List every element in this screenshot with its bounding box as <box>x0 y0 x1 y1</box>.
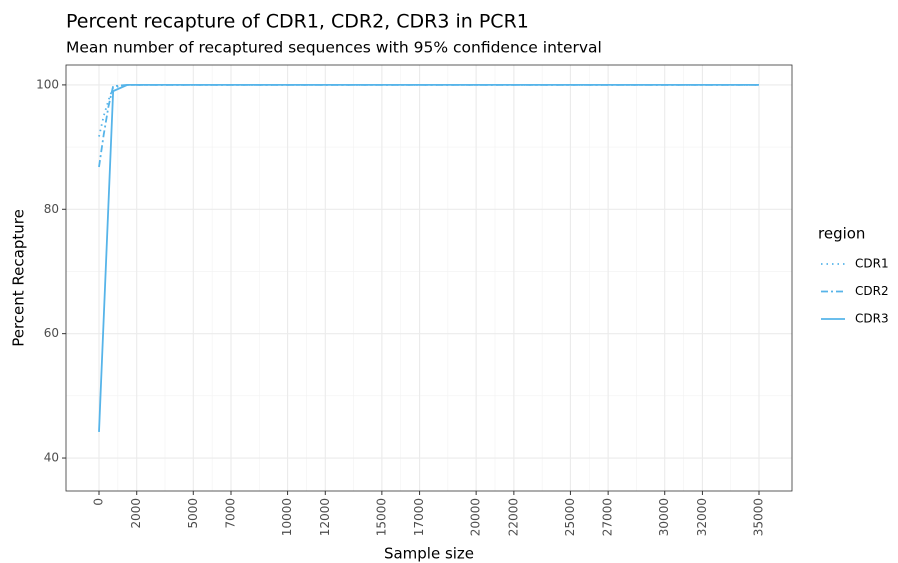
x-tick-label: 15000 <box>374 498 388 536</box>
y-axis-title: Percent Recapture <box>10 209 28 347</box>
legend-label: CDR3 <box>855 312 889 326</box>
chart-title: Percent recapture of CDR1, CDR2, CDR3 in… <box>66 11 529 33</box>
x-tick-label: 35000 <box>752 498 766 536</box>
series-line <box>98 84 759 137</box>
x-tick-label: 7000 <box>224 498 238 529</box>
x-tick-label: 20000 <box>469 498 483 536</box>
x-tick-label: 10000 <box>280 498 294 536</box>
legend-label: CDR2 <box>855 284 889 298</box>
y-tick-label: 60 <box>44 326 59 340</box>
panel-border <box>65 64 793 492</box>
x-axis-title: Sample size <box>384 545 474 563</box>
x-tick-label: 25000 <box>563 498 577 536</box>
x-tick-label: 22000 <box>506 498 520 536</box>
y-tick-label: 40 <box>44 451 59 465</box>
legend-title: region <box>818 225 865 243</box>
y-tick-label: 100 <box>36 77 59 91</box>
x-tick-label: 32000 <box>695 498 709 536</box>
legend-label: CDR1 <box>855 257 889 271</box>
x-tick-label: 17000 <box>412 498 426 536</box>
x-tick-label: 27000 <box>601 498 615 536</box>
x-tick-label: 2000 <box>129 498 143 529</box>
x-tick-label: 0 <box>92 498 106 506</box>
y-tick-label: 80 <box>44 202 59 216</box>
x-tick-label: 5000 <box>186 498 200 529</box>
series-line <box>98 84 759 432</box>
chart-subtitle: Mean number of recaptured sequences with… <box>66 39 602 57</box>
x-tick-label: 12000 <box>318 498 332 536</box>
series-line <box>98 84 759 168</box>
x-tick-label: 30000 <box>657 498 671 536</box>
